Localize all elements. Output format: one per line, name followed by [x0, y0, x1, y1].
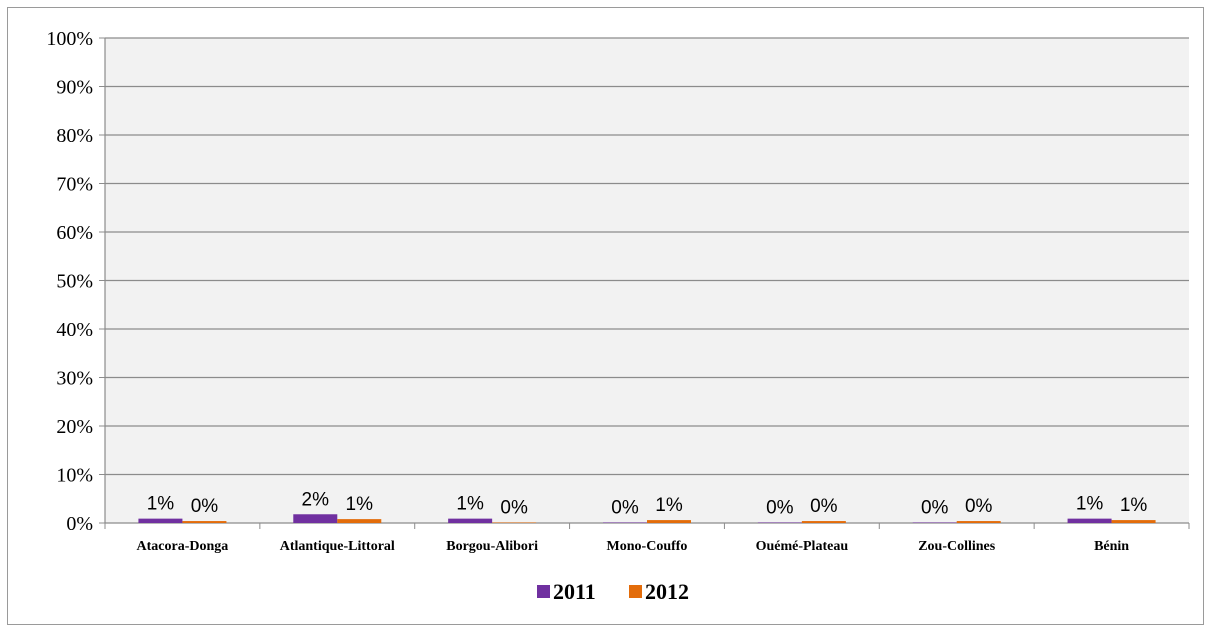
bar-2012: [492, 522, 537, 523]
data-label: 1%: [1076, 494, 1104, 515]
bar-2011: [603, 522, 647, 523]
legend-label-2012: 2012: [645, 579, 689, 604]
data-label: 0%: [191, 496, 219, 517]
data-label: 1%: [655, 495, 683, 516]
y-tick-label: 50%: [56, 271, 93, 293]
x-tick-label: Bénin: [1094, 539, 1129, 554]
bar-2012: [647, 520, 691, 523]
bar-2011: [138, 518, 183, 523]
data-label: 1%: [1120, 495, 1148, 516]
y-tick-label: 20%: [56, 416, 93, 438]
y-tick-label: 80%: [56, 125, 93, 147]
y-tick-label: 0%: [66, 513, 93, 535]
bar-2011: [912, 522, 957, 523]
legend-swatch-2012: [629, 585, 642, 598]
legend-swatch-2011: [537, 585, 550, 598]
x-tick-label: Atacora-Donga: [137, 539, 229, 554]
data-label: 2%: [302, 489, 330, 510]
y-tick-label: 30%: [56, 368, 93, 390]
bar-2011: [1067, 518, 1112, 523]
x-tick-label: Atlantique-Littoral: [280, 539, 395, 554]
bar-2012: [337, 519, 382, 523]
bar-2012: [801, 521, 846, 523]
x-tick-label: Ouémé-Plateau: [756, 539, 849, 554]
y-tick-label: 60%: [56, 222, 93, 244]
y-tick-label: 40%: [56, 319, 93, 341]
gridlines: [105, 37, 1189, 476]
y-tick-label: 100%: [46, 28, 93, 50]
data-label: 0%: [500, 498, 528, 519]
data-label: 0%: [810, 496, 838, 517]
data-labels: 1% 0% 2% 1% 1% 0% 0% 1% 0% 0% 0% 0% 1% 1%: [147, 489, 1148, 518]
y-tick-label: 70%: [56, 174, 93, 196]
data-label: 0%: [965, 496, 993, 517]
legend: 2011 2012: [537, 579, 689, 604]
data-label: 1%: [147, 494, 175, 515]
bars: [138, 514, 1156, 523]
bar-2011: [757, 522, 802, 523]
bar-2012: [182, 521, 227, 523]
y-tick-label: 90%: [56, 77, 93, 99]
data-label: 0%: [766, 498, 794, 519]
bar-2012: [1111, 520, 1156, 523]
data-label: 1%: [456, 494, 484, 515]
x-tick-label: Mono-Couffo: [607, 539, 688, 554]
axes: 0% 10% 20% 30% 40% 50% 60% 70% 80% 90% 100% Atacora…: [46, 28, 1190, 554]
bar-2011: [293, 514, 338, 523]
bar-2012: [956, 521, 1001, 523]
x-tick-label: Borgou-Alibori: [446, 539, 538, 554]
legend-label-2011: 2011: [553, 579, 596, 604]
data-label: 0%: [611, 498, 639, 519]
data-label: 1%: [346, 494, 374, 515]
data-label: 0%: [921, 498, 949, 519]
x-tick-label: Zou-Collines: [918, 539, 996, 554]
y-tick-label: 10%: [56, 465, 93, 487]
bar-2011: [448, 518, 493, 523]
